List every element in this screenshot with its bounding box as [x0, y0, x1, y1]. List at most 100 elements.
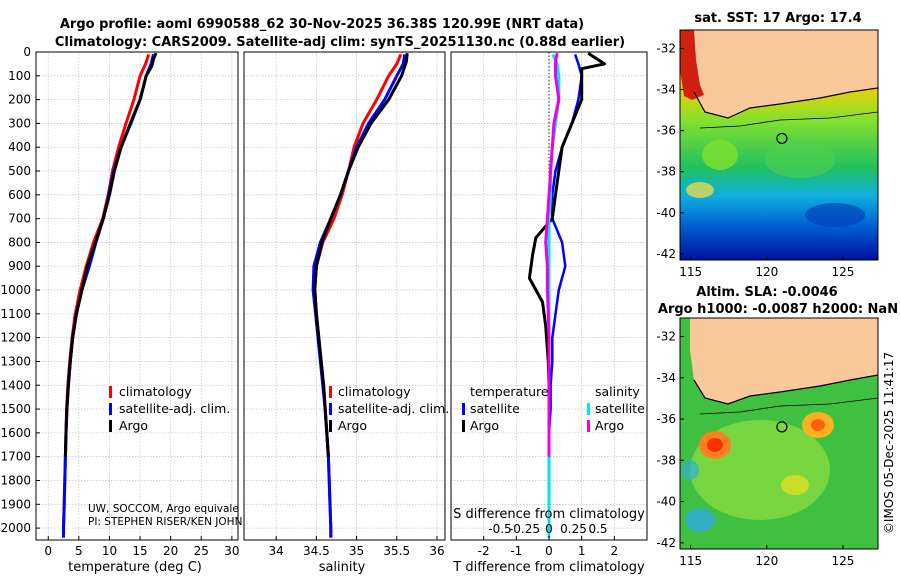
legend-label-climatology: climatology: [338, 384, 411, 399]
y-tick-label: 100: [8, 69, 31, 83]
legend-swatch-satellite: [329, 403, 332, 415]
temperature-panel: 0 5 10 15 20 25 30 0 100 200 300 400 500 600 700 800 90…: [0, 45, 242, 575]
difference-lines: [527, 51, 606, 538]
figure-title-line2: Climatology: CARS2009. Satellite-adj cli…: [55, 35, 625, 50]
salinity-axes-frame: [243, 51, 446, 541]
y-tick-label: 1800: [0, 473, 31, 487]
legend-swatch-argo: [329, 420, 332, 432]
salinity-panel: 34 34.5 35 35.5 36 salinity climatology sate…: [243, 51, 449, 575]
temperature-xlabel: temperature (deg C): [68, 560, 202, 575]
sst-coastline: [693, 87, 878, 119]
map-y-tick-label: -32: [656, 330, 676, 344]
sla-low-patch: [685, 508, 715, 532]
salinity-legend: climatology satellite-adj. clim. Argo: [329, 384, 449, 433]
x-tick-label: 34: [269, 544, 284, 558]
map-y-tick-label: -34: [656, 371, 676, 385]
sst-cold-patch: [805, 203, 865, 227]
sla-land: [690, 318, 878, 404]
salinity-x-ticks: 34 34.5 35 35.5 36: [269, 536, 445, 558]
legend-swatch-satellite: [109, 403, 112, 415]
legend-label-t-satellite: satellite: [470, 401, 520, 416]
series-line-climatology: [62, 53, 151, 538]
map-y-tick-label: -42: [656, 247, 676, 261]
x-tick-label: 30: [224, 544, 239, 558]
legend-title-temperature: temperature: [470, 384, 549, 399]
legend-swatch-t-argo: [462, 420, 465, 432]
legend-label-satellite: satellite-adj. clim.: [119, 401, 230, 416]
y-tick-label: 1500: [0, 402, 31, 416]
temperature-legend: climatology satellite-adj. clim. Argo: [109, 384, 230, 433]
y-tick-label: 1000: [0, 283, 31, 297]
x-tick-label: 1: [578, 544, 586, 558]
sla-y-ticks: -32 -34 -36 -38 -40 -42: [656, 330, 684, 550]
legend-swatch-climatology: [109, 386, 112, 398]
sst-map: [680, 30, 878, 260]
legend-label-t-argo: Argo: [470, 418, 499, 433]
sla-map-title-line1: Altim. SLA: -0.0046: [696, 285, 837, 300]
sst-warm-eddy: [702, 140, 738, 170]
map-y-tick-label: -36: [656, 124, 676, 138]
salinity-grid: [244, 51, 445, 540]
y-tick-label: 900: [8, 259, 31, 273]
y-tick-label: 200: [8, 93, 31, 107]
figure-title-line1: Argo profile: aoml 6990588_62 30-Nov-202…: [60, 17, 584, 32]
x-tick-label: -1: [510, 544, 522, 558]
series-line-satellite-adj-clim-: [311, 54, 407, 538]
map-x-tick-label: 120: [755, 265, 778, 279]
s-difference-xlabel: S difference from climatology: [453, 507, 645, 522]
y-tick-label: 500: [8, 164, 31, 178]
sst-warm-patch: [765, 142, 835, 178]
sst-argo-location-marker: [776, 132, 788, 145]
sst-coastal-warm: [680, 30, 704, 100]
legend-swatch-s-satellite: [587, 403, 590, 415]
temperature-grid: [36, 51, 238, 540]
series-line-s-argo: [544, 52, 561, 457]
y-tick-label: 1400: [0, 378, 31, 392]
map-y-tick-label: -40: [656, 206, 676, 220]
sla-map-title-line2: Argo h1000: -0.0087 h2000: NaN: [658, 302, 898, 317]
sst-x-ticks: 115 120 125: [679, 256, 854, 279]
legend-label-s-satellite: satellite: [595, 401, 645, 416]
sst-shelf-contour: [699, 111, 878, 129]
x-tick-label: 35: [349, 544, 364, 558]
sst-map-title: sat. SST: 17 Argo: 17.4: [694, 11, 861, 26]
x-tick-label: 10: [102, 544, 117, 558]
y-tick-label: 1900: [0, 497, 31, 511]
sla-map: [680, 318, 878, 549]
map-x-tick-label: 115: [679, 265, 702, 279]
x-tick-label: 2: [611, 544, 619, 558]
salinity-xlabel: salinity: [319, 560, 366, 575]
difference-panel: -2 -1 0 1 2 -0.5-0.25 0 0.25 0.5 S difference f…: [450, 51, 648, 575]
imos-credit: ©IMOS 05-Dec-2025 11:41:17: [882, 352, 896, 534]
x-tick-label: 0: [44, 544, 52, 558]
y-tick-label: 1600: [0, 426, 31, 440]
map-x-tick-label: 115: [679, 554, 702, 568]
map-y-tick-label: -32: [656, 41, 676, 55]
legend-label-climatology: climatology: [119, 384, 192, 399]
legend-label-s-argo: Argo: [595, 418, 624, 433]
sla-high-patch: [781, 475, 809, 495]
y-tick-label: 600: [8, 188, 31, 202]
sla-shelf-contour: [699, 397, 878, 415]
t-difference-xlabel: T difference from climatology: [452, 560, 645, 575]
t-difference-x-ticks: -2 -1 0 1 2: [478, 536, 618, 558]
y-tick-label: 2000: [0, 521, 31, 535]
sla-x-ticks: 115 120 125: [679, 545, 854, 568]
sst-land: [690, 30, 878, 118]
y-tick-label: 1100: [0, 307, 31, 321]
s-tick-label: 0.25: [560, 522, 587, 536]
sla-argo-location-marker: [776, 421, 788, 433]
sst-warm-filament: [686, 182, 714, 198]
legend-label-satellite: satellite-adj. clim.: [338, 401, 449, 416]
s-difference-ticks: -0.5-0.25 0 0.25 0.5: [488, 522, 607, 536]
map-y-tick-label: -42: [656, 536, 676, 550]
source-note-line1: UW, SOCCOM, Argo equivale: [88, 503, 239, 515]
legend-title-salinity: salinity: [595, 384, 640, 399]
y-tick-label: 0: [23, 45, 31, 59]
y-tick-label: 800: [8, 235, 31, 249]
y-tick-label: 700: [8, 212, 31, 226]
depth-y-ticks: 0 100 200 300 400 500 600 700 800 900 1000 1100 1200…: [0, 45, 40, 535]
temperature-axes-frame: [35, 51, 239, 541]
y-tick-label: 1200: [0, 331, 31, 345]
x-tick-label: -2: [478, 544, 490, 558]
